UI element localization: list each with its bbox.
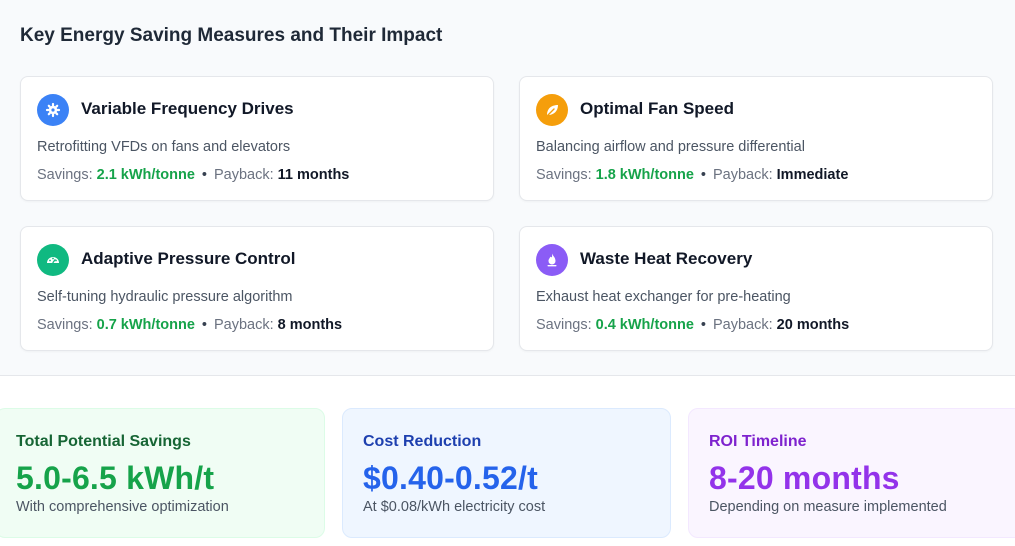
savings-value: 0.4 kWh/tonne [595,317,694,333]
summary-value: $0.40-0.52/t [363,460,538,496]
gear-icon [37,94,69,126]
summary-subtext: At $0.08/kWh electricity cost [363,499,546,515]
payback-label: Payback: [214,167,274,183]
separator: • [201,317,207,333]
savings-value: 0.7 kWh/tonne [96,317,195,333]
summary-subtext: With comprehensive optimization [16,499,229,515]
measure-card-heat-recovery: Waste Heat Recovery Exhaust heat exchang… [519,226,993,351]
measure-title: Waste Heat Recovery [580,249,753,268]
measure-meta: Savings: 2.1 kWh/tonne • Payback: 11 months [37,167,349,183]
section-title: Key Energy Saving Measures and Their Imp… [20,25,443,46]
measure-title: Optimal Fan Speed [580,99,734,118]
summary-card-total-savings: Total Potential Savings 5.0-6.5 kWh/t Wi… [0,408,325,538]
payback-value: 11 months [277,167,350,183]
savings-value: 1.8 kWh/tonne [595,167,694,183]
measure-meta: Savings: 1.8 kWh/tonne • Payback: Immediate [536,167,848,183]
payback-value: Immediate [776,167,849,183]
separator: • [700,167,706,183]
savings-label: Savings: [37,167,93,183]
measure-description: Self-tuning hydraulic pressure algorithm [37,289,293,305]
payback-label: Payback: [713,167,773,183]
summary-value: 8-20 months [709,460,900,496]
payback-label: Payback: [214,317,274,333]
measure-description: Exhaust heat exchanger for pre-heating [536,289,791,305]
measure-meta: Savings: 0.4 kWh/tonne • Payback: 20 months [536,317,849,333]
savings-label: Savings: [536,317,592,333]
measure-card-fan-speed: Optimal Fan Speed Balancing airflow and … [519,76,993,201]
savings-value: 2.1 kWh/tonne [96,167,195,183]
payback-label: Payback: [713,317,773,333]
summary-label: Cost Reduction [363,433,482,450]
measure-meta: Savings: 0.7 kWh/tonne • Payback: 8 months [37,317,342,333]
measure-description: Balancing airflow and pressure different… [536,139,805,155]
savings-label: Savings: [37,317,93,333]
summary-subtext: Depending on measure implemented [709,499,947,515]
summary-label: ROI Timeline [709,433,807,450]
measure-card-pressure-control: Adaptive Pressure Control Self-tuning hy… [20,226,494,351]
payback-value: 8 months [277,317,343,333]
leaf-icon [536,94,568,126]
summary-card-cost-reduction: Cost Reduction $0.40-0.52/t At $0.08/kWh… [342,408,671,538]
measure-card-vfd: Variable Frequency Drives Retrofitting V… [20,76,494,201]
measure-description: Retrofitting VFDs on fans and elevators [37,139,291,155]
payback-value: 20 months [776,317,850,333]
measure-title: Adaptive Pressure Control [81,249,296,268]
savings-label: Savings: [536,167,592,183]
separator: • [201,167,207,183]
flame-icon [536,244,568,276]
summary-label: Total Potential Savings [16,433,191,450]
measure-title: Variable Frequency Drives [81,99,294,118]
summary-value: 5.0-6.5 kWh/t [16,460,215,496]
separator: • [700,317,706,333]
gauge-icon [37,244,69,276]
summary-card-roi-timeline: ROI Timeline 8-20 months Depending on me… [688,408,1015,538]
